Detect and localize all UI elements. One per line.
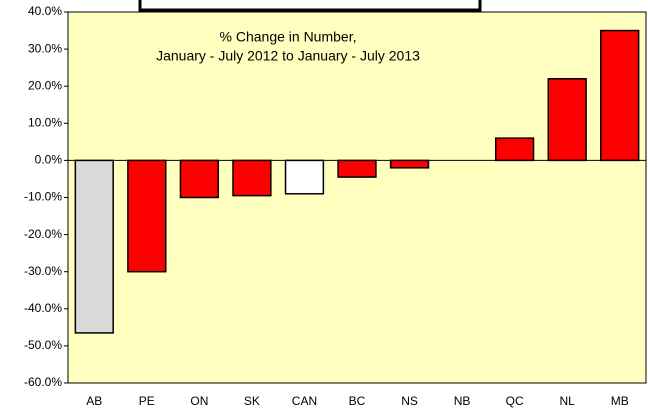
x-tick-label: SK bbox=[244, 394, 260, 408]
y-tick-label: -30.0% bbox=[24, 264, 62, 278]
y-tick-label: -50.0% bbox=[24, 338, 62, 352]
x-tick-label: CAN bbox=[292, 394, 317, 408]
bar bbox=[179, 159, 220, 199]
x-tick-label: BC bbox=[349, 394, 366, 408]
x-tick-label: ON bbox=[190, 394, 208, 408]
bar bbox=[74, 159, 114, 334]
bar bbox=[284, 159, 325, 195]
x-tick-label: AB bbox=[86, 394, 102, 408]
chart-subtitle: January - July 2012 to January - July 20… bbox=[156, 48, 420, 64]
y-tick-label: 40.0% bbox=[28, 4, 62, 18]
y-tick-label: -20.0% bbox=[24, 227, 62, 241]
y-tick-label: -10.0% bbox=[24, 190, 62, 204]
x-tick-label: MB bbox=[611, 394, 629, 408]
bar bbox=[494, 137, 535, 162]
bar bbox=[547, 78, 587, 162]
x-tick-label: QC bbox=[506, 394, 524, 408]
bar bbox=[232, 159, 272, 197]
y-tick-label: 10.0% bbox=[28, 115, 62, 129]
bar bbox=[600, 29, 640, 162]
y-tick-label: -60.0% bbox=[24, 375, 62, 389]
x-tick-label: PE bbox=[139, 394, 155, 408]
x-tick-label: NS bbox=[401, 394, 418, 408]
y-tick-label: 0.0% bbox=[35, 153, 63, 167]
bar bbox=[337, 159, 377, 178]
bar bbox=[127, 159, 167, 273]
x-tick-label: NB bbox=[454, 394, 471, 408]
y-tick-label: 30.0% bbox=[28, 41, 62, 55]
x-tick-label: NL bbox=[560, 394, 576, 408]
bar bbox=[389, 159, 430, 169]
y-tick-label: -40.0% bbox=[24, 301, 62, 315]
header-box bbox=[138, 0, 482, 12]
y-tick-label: 20.0% bbox=[28, 78, 62, 92]
chart-title: % Change in Number, bbox=[220, 29, 357, 45]
